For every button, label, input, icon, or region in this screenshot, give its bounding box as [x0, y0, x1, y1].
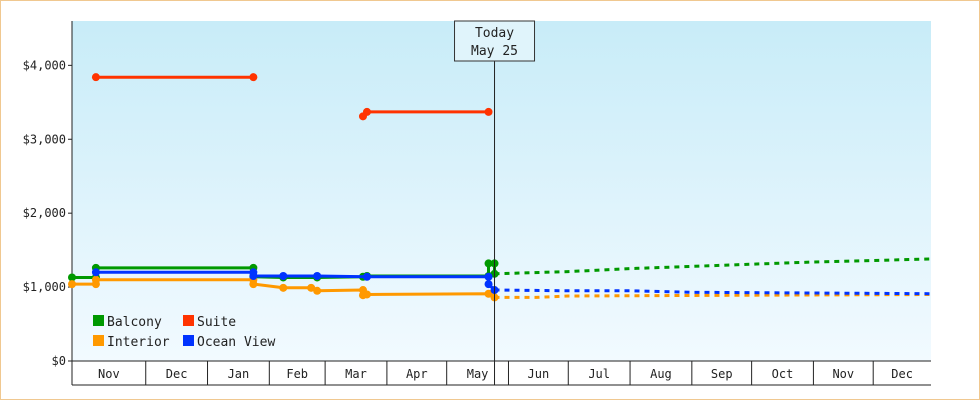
x-tick-label: Nov	[98, 367, 120, 381]
today-box	[454, 20, 536, 62]
x-tick-label: Dec	[166, 367, 188, 381]
x-tick-label: Apr	[406, 367, 428, 381]
interior-point	[484, 289, 493, 298]
x-tick-label: Sep	[711, 367, 733, 381]
x-axis: Nov Dec Jan Feb Mar Apr May Jun Jul Aug Sep Oct Nov D…	[71, 360, 931, 386]
interior-point	[307, 283, 316, 292]
ocean-view-point	[484, 272, 493, 281]
series-layer	[68, 73, 932, 302]
interior-point	[249, 280, 258, 289]
suite-point	[91, 73, 100, 82]
x-tick-label: Jul	[588, 367, 610, 381]
interior-point	[279, 283, 288, 292]
ocean-view-point	[484, 280, 493, 289]
ocean-view-point	[362, 272, 371, 281]
ocean-view-point	[279, 272, 288, 280]
legend-swatch	[93, 335, 104, 346]
balcony-forecast-line	[494, 257, 932, 276]
plot-area	[72, 21, 931, 361]
legend-label: Balcony	[107, 315, 162, 330]
ocean-view-point	[313, 272, 322, 280]
x-tick-label: Mar	[345, 367, 367, 381]
ocean-view-point	[91, 268, 100, 277]
y-tick-label: $2,000	[23, 206, 66, 220]
suite-point	[484, 107, 493, 116]
y-tick-label: $1,000	[23, 280, 66, 294]
balcony-point	[68, 273, 76, 282]
interior-point	[313, 286, 322, 295]
x-tick-label: Jun	[528, 367, 550, 381]
x-tick-label: Aug	[650, 367, 672, 381]
interior-point	[91, 275, 100, 284]
x-tick-label: Nov	[832, 367, 854, 381]
balcony-point	[484, 259, 493, 268]
suite-point	[362, 107, 371, 116]
x-tick-label: Oct	[772, 367, 794, 381]
legend-swatch	[183, 315, 194, 326]
x-tick-label: Feb	[286, 367, 308, 381]
y-tick-label: $0	[52, 354, 66, 368]
today-marker: Today May 25	[454, 20, 536, 385]
suite-point	[249, 73, 258, 82]
y-tick-label: $3,000	[23, 132, 66, 146]
x-tick-label: Jan	[228, 367, 250, 381]
legend-swatch	[183, 335, 194, 346]
today-date: May 25	[471, 44, 518, 59]
interior-point	[68, 280, 76, 289]
y-tick-label: $4,000	[23, 58, 66, 72]
x-tick-label: May	[467, 367, 489, 381]
today-label: Today	[475, 26, 514, 41]
interior-forecast-line	[494, 293, 932, 299]
legend-label: Interior	[107, 335, 170, 350]
y-axis: $0 $1,000 $2,000 $3,000 $4,000	[23, 21, 73, 368]
interior-point	[362, 290, 371, 299]
legend: Balcony Suite Interior Ocean View	[93, 315, 275, 350]
legend-label: Suite	[197, 315, 236, 330]
x-tick-label: Dec	[891, 367, 913, 381]
legend-swatch	[93, 315, 104, 326]
ocean-view-point	[249, 272, 258, 280]
legend-label: Ocean View	[197, 335, 275, 350]
